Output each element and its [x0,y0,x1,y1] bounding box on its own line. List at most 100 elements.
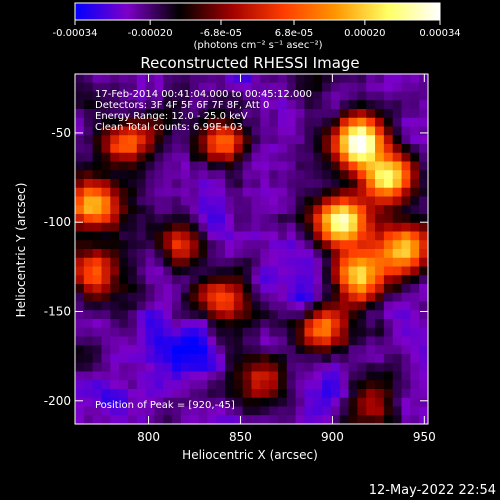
heatmap-cell [216,266,226,276]
heatmap-cell [136,170,147,180]
heatmap-cell [286,205,297,215]
heatmap-cell [189,74,200,84]
heatmap-cell [357,214,367,224]
heatmap-cell [233,91,244,101]
heatmap-cell [198,222,208,233]
heatmap-cell [330,310,341,320]
heatmap-cell [357,327,367,338]
heatmap-cell [136,82,147,93]
heatmap-cell [92,397,103,408]
heatmap-cell [225,222,235,233]
heatmap-cell [375,371,385,381]
heatmap-cell [189,161,200,171]
heatmap-cell [172,187,182,198]
heatmap-cell [366,310,376,320]
heatmap-cell [392,327,403,338]
heatmap-cell [251,266,261,276]
heatmap-cell [110,389,120,399]
heatmap-cell [75,109,85,119]
heatmap-cell [216,126,226,136]
heatmap-cell [269,231,279,241]
heatmap-cell [339,362,350,373]
heatmap-cell [127,371,138,381]
heatmap-cell [392,406,403,416]
heatmap-cell [383,327,394,338]
heatmap-cell [322,117,332,128]
heatmap-cell [145,100,156,110]
heatmap-cell [242,257,253,268]
heatmap-cell [313,301,323,311]
heatmap-cell [136,249,147,259]
heatmap-cell [295,406,306,416]
heatmap-cell [277,249,288,259]
heatmap-cell [233,336,244,346]
heatmap-cell [101,301,111,311]
heatmap-cell [366,257,376,268]
heatmap-cell [366,406,376,416]
heatmap-cell [198,240,208,250]
x-tick-label: 800 [137,430,160,444]
heatmap-cell [110,196,120,206]
heatmap-cell [260,266,270,276]
heatmap-cell [242,100,253,110]
heatmap-cell [392,100,403,110]
heatmap-cell [260,222,270,233]
heatmap-cell [145,179,156,189]
heatmap-cell [110,266,120,276]
heatmap-cell [92,170,103,180]
heatmap-cell [375,310,385,320]
heatmap-cell [313,196,323,206]
heatmap-cell [383,214,394,224]
heatmap-cell [101,371,111,381]
heatmap-cell [357,126,367,136]
heatmap-cell [83,109,94,119]
heatmap-cell [251,327,261,338]
heatmap-cell [145,249,156,259]
heatmap-cell [233,257,244,268]
heatmap-cell [127,161,138,171]
heatmap-cell [127,310,138,320]
heatmap-cell [410,117,420,128]
heatmap-cell [251,117,261,128]
heatmap-cell [75,152,85,163]
heatmap-cell [207,336,217,346]
heatmap-cell [216,152,226,163]
info-line-energy: Energy Range: 12.0 - 25.0 keV [95,111,248,122]
chart-title: Reconstructed RHESSI Image [140,54,359,72]
heatmap-cell [110,257,120,268]
heatmap-cell [295,117,306,128]
heatmap-cell [295,100,306,110]
heatmap-cell [136,152,147,163]
heatmap-cell [410,135,420,145]
heatmap-cell [83,380,94,390]
heatmap-cell [269,179,279,189]
heatmap-cell [242,292,253,303]
heatmap-cell [410,310,420,320]
colorbar-tick-label: -0.00034 [53,28,98,39]
heatmap-cell [110,179,120,189]
heatmap-cell [366,284,376,294]
heatmap-cell [154,74,164,84]
heatmap-cell [136,205,147,215]
heatmap-cell [154,319,164,329]
heatmap-cell [401,380,411,390]
heatmap-cell [180,249,191,259]
heatmap-cell [154,345,164,355]
heatmap-cell [269,380,279,390]
heatmap-cell [401,371,411,381]
heatmap-cell [286,354,297,364]
heatmap-cell [110,100,120,110]
heatmap-cell [75,117,85,128]
heatmap-cell [295,109,306,119]
heatmap-cell [198,249,208,259]
heatmap-cell [260,161,270,171]
heatmap-cell [136,336,147,346]
heatmap-cell [260,301,270,311]
heatmap-cell [154,135,164,145]
heatmap-cell [410,354,420,364]
heatmap-cell [322,389,332,399]
heatmap-cell [216,310,226,320]
heatmap-cell [242,74,253,84]
heatmap-cell [260,117,270,128]
heatmap-cell [101,380,111,390]
